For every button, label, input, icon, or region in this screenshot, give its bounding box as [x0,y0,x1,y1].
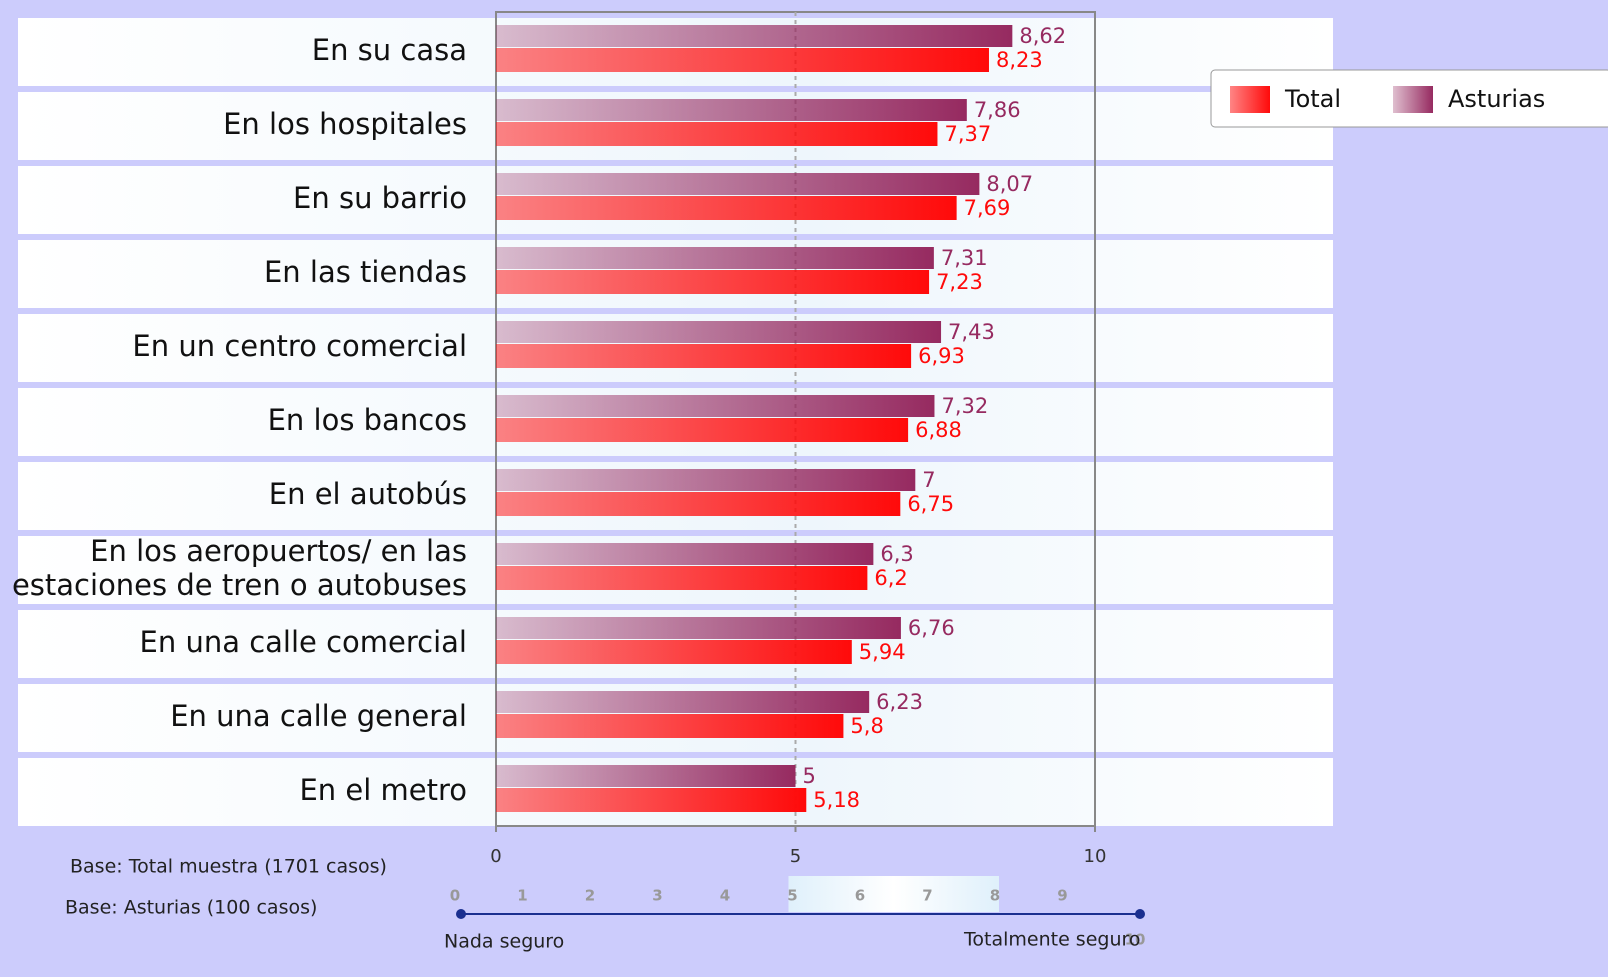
category-label: En un centro comercial [132,329,467,363]
category-label: En una calle comercial [140,625,467,659]
value-label: 7,43 [948,320,995,344]
legend-label: Asturias [1448,85,1545,113]
value-label: 7,37 [944,122,991,146]
category-label: En su barrio [293,181,467,215]
bar [496,395,935,417]
x-tick-label: 5 [790,846,801,867]
bar [496,270,930,294]
value-label: 7,23 [936,270,983,294]
bar [496,566,868,590]
value-label: 8,23 [996,48,1043,72]
scale-highlight [788,876,999,912]
bar [496,99,967,121]
base-note: Base: Asturias (100 casos) [65,897,317,919]
bar [496,344,912,368]
category-label: En las tiendas [264,255,467,289]
value-label: 5,18 [813,788,860,812]
bar [496,492,901,516]
scale-tick: 4 [720,887,730,905]
value-label: 6,23 [876,690,923,714]
category-label: En el autobús [269,477,467,511]
x-tick-label: 10 [1084,846,1107,867]
legend-swatch [1393,86,1433,113]
base-note: Base: Total muestra (1701 casos) [70,856,387,878]
scale-left-label: Nada seguro [444,931,564,953]
scale-right-label: Totalmente seguro [963,929,1141,951]
x-tick-label: 0 [490,846,501,867]
value-label: 6,2 [874,566,907,590]
bar [496,321,942,343]
bar [496,196,957,220]
scale-tick: 8 [990,887,1000,905]
scale-tick: 3 [652,887,662,905]
bar [496,48,989,72]
value-label: 6,88 [915,418,962,442]
value-label: 6,3 [880,542,913,566]
bar [496,714,844,738]
scale-dot [456,909,466,919]
bar [496,25,1013,47]
category-label: En los hospitales [223,107,467,141]
legend-label: Total [1284,85,1341,113]
value-label: 5,94 [859,640,906,664]
value-label: 7 [922,468,935,492]
value-label: 5 [803,764,816,788]
scale-tick: 1 [517,887,527,905]
scale-tick: 0 [450,887,460,905]
bar [496,418,909,442]
value-label: 6,75 [907,492,954,516]
bar [496,640,852,664]
bar [496,788,807,812]
bar [496,617,901,639]
scale-tick: 10 [1125,931,1146,949]
scale-tick: 6 [855,887,865,905]
value-label: 7,69 [964,196,1011,220]
category-label: En una calle general [170,699,467,733]
value-label: 8,07 [986,172,1033,196]
value-label: 5,8 [850,714,883,738]
category-label: En los bancos [268,403,467,437]
bar [496,247,934,269]
bar [496,173,980,195]
value-label: 7,32 [941,394,988,418]
value-label: 6,93 [918,344,965,368]
scale-tick: 9 [1057,887,1067,905]
category-label: En los aeropuertos/ en las estaciones de … [12,534,467,602]
category-label: En el metro [299,773,467,807]
value-label: 6,76 [908,616,955,640]
bar [496,469,916,491]
scale-tick: 7 [922,887,932,905]
scale-tick: 2 [585,887,595,905]
category-label: En su casa [312,33,467,67]
bar [496,543,874,565]
bar [496,691,870,713]
value-label: 7,86 [974,98,1021,122]
value-label: 8,62 [1019,24,1066,48]
legend-swatch [1230,86,1270,113]
bar [496,765,796,787]
scale-dot [1135,909,1145,919]
value-label: 7,31 [941,246,988,270]
scale-tick: 5 [787,887,797,905]
bar [496,122,938,146]
